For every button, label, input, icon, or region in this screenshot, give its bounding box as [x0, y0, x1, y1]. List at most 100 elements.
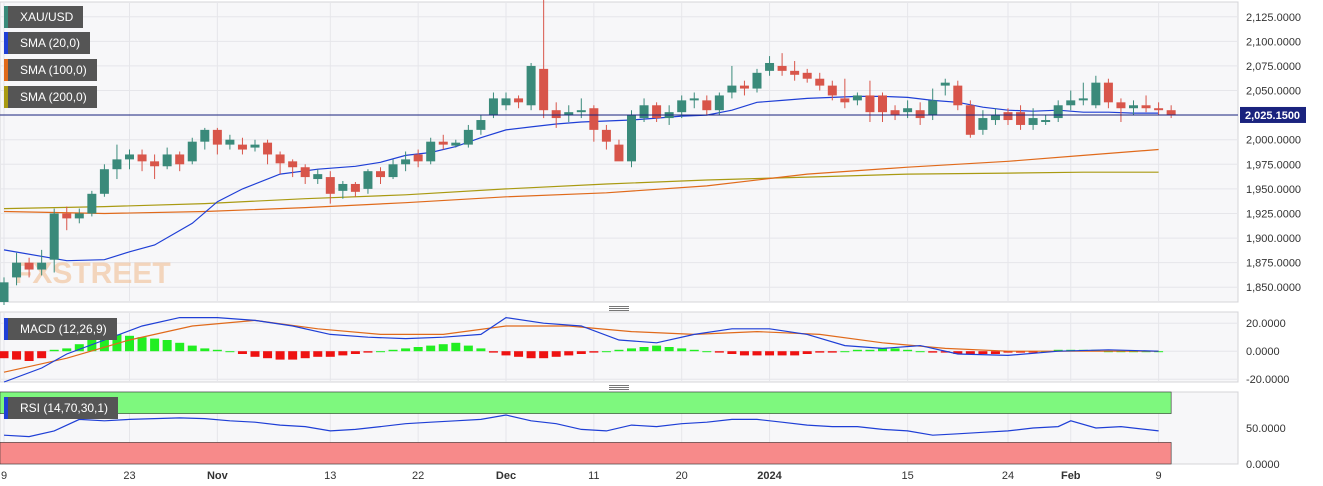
macd-histogram-bar: [903, 349, 913, 352]
macd-histogram-bar: [915, 351, 925, 353]
candle-body: [112, 159, 122, 170]
macd-histogram-bar: [125, 335, 134, 352]
macd-histogram-bar: [815, 351, 825, 353]
candle-body: [1078, 98, 1088, 101]
candle-body: [263, 142, 273, 155]
macd-histogram-bar: [263, 351, 273, 359]
macd-histogram-bar: [250, 351, 260, 357]
macd-histogram-bar: [74, 344, 84, 352]
candle-body: [501, 98, 511, 106]
candle-body: [150, 161, 160, 167]
macd-tick-label: 0.0000: [1246, 346, 1280, 358]
candle-body: [601, 129, 611, 142]
pane-resize-handle-1[interactable]: [609, 306, 629, 312]
candle-body: [702, 100, 712, 111]
candle-body: [639, 105, 649, 119]
candle-body: [564, 112, 574, 116]
candle-body: [1141, 105, 1151, 109]
macd-histogram-bar: [175, 342, 185, 352]
candle-body: [49, 213, 59, 260]
macd-histogram-bar: [313, 351, 323, 357]
candle-body: [62, 213, 72, 219]
macd-histogram-bar: [137, 337, 147, 352]
x-tick-label: 20: [676, 470, 688, 482]
candle-body: [225, 139, 235, 145]
macd-histogram-bar: [413, 347, 423, 352]
candle-body: [325, 177, 335, 194]
candle-body: [840, 98, 850, 103]
candle-body: [865, 95, 875, 113]
candle-body: [953, 85, 963, 106]
macd-histogram-bar: [702, 351, 712, 353]
legend-sma20: SMA (20,0): [4, 32, 91, 54]
macd-histogram-bar: [275, 351, 285, 360]
x-tick-label: Feb: [1061, 470, 1081, 482]
macd-histogram-bar: [501, 351, 511, 356]
macd-pane: [0, 311, 1239, 383]
candle-body: [1003, 112, 1013, 121]
macd-histogram-bar: [24, 351, 34, 361]
macd-histogram-bar: [539, 351, 549, 359]
candle-body: [388, 164, 398, 178]
candle-body: [12, 262, 22, 278]
candle-body: [451, 142, 461, 146]
candle-body: [790, 70, 800, 75]
candle-body: [363, 171, 373, 189]
macd-histogram-bar: [300, 351, 310, 359]
macd-histogram-bar: [1003, 351, 1013, 353]
macd-histogram-bar: [288, 351, 298, 360]
current-price-label: 2,025.1500: [1245, 110, 1300, 122]
rsi-tick-label: 0.0000: [1246, 459, 1280, 471]
x-tick-label: 23: [123, 470, 135, 482]
macd-histogram-bar: [765, 351, 775, 356]
candle-body: [137, 154, 147, 162]
candle-body: [125, 154, 134, 160]
candle-body: [752, 72, 762, 89]
macd-histogram-bar: [37, 351, 47, 359]
candle-body: [576, 110, 586, 113]
price-tick-label: 2,125.0000: [1246, 12, 1301, 24]
pane-resize-handle-2[interactable]: [609, 385, 629, 391]
price-tick-label: 2,075.0000: [1246, 61, 1301, 73]
macd-histogram-bar: [99, 333, 109, 352]
macd-histogram-bar: [187, 345, 197, 352]
candle-body: [87, 193, 97, 214]
macd-tick-label: -20.0000: [1246, 374, 1289, 386]
macd-histogram-bar: [614, 349, 624, 352]
candle-body: [689, 98, 699, 101]
candle-body: [438, 141, 448, 145]
candle-body: [1016, 112, 1026, 125]
price-tick-label: 1,900.0000: [1246, 233, 1301, 245]
macd-histogram-bar: [601, 351, 611, 353]
price-tick-label: 1,950.0000: [1246, 184, 1301, 196]
macd-histogram-bar: [840, 351, 850, 353]
legend-sma100: SMA (100,0): [4, 59, 97, 81]
macd-histogram-bar: [589, 351, 599, 353]
price-tick-label: 2,000.0000: [1246, 135, 1301, 147]
x-tick-label: 24: [1002, 470, 1014, 482]
candle-body: [1091, 82, 1101, 106]
candle-body: [288, 161, 298, 168]
candle-body: [1166, 110, 1176, 116]
candle-body: [175, 154, 185, 165]
x-tick-label: 15: [901, 470, 913, 482]
macd-histogram-bar: [112, 334, 122, 352]
candle-body: [162, 154, 172, 167]
macd-histogram-bar: [639, 347, 649, 352]
candle-body: [815, 78, 825, 86]
macd-histogram-bar: [451, 342, 461, 352]
candle-body: [1028, 118, 1038, 125]
candle-body: [551, 110, 561, 119]
price-tick-label: 1,850.0000: [1246, 282, 1301, 294]
candle-body: [627, 115, 636, 162]
candle-body: [338, 183, 348, 191]
price-tick-label: 1,975.0000: [1246, 159, 1301, 171]
x-tick-label: 9: [1156, 470, 1162, 482]
price-tick-label: 2,050.0000: [1246, 86, 1301, 98]
legend-symbol: XAU/USD: [4, 6, 84, 28]
candle-body: [1116, 102, 1126, 109]
macd-histogram-bar: [940, 351, 950, 353]
macd-histogram-bar: [627, 348, 636, 352]
macd-histogram-bar: [325, 351, 335, 357]
